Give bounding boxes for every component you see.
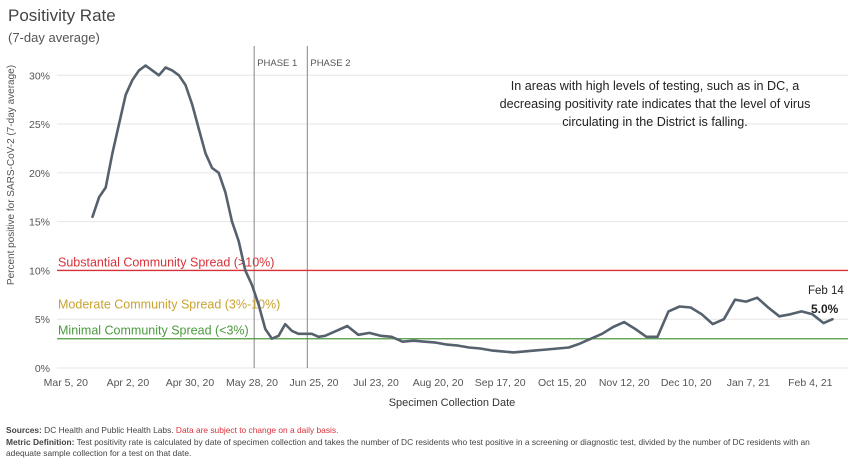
x-tick-label: Jan 7, 21 [727,377,770,389]
phase-label: PHASE 2 [310,58,350,69]
sources-label: Sources: [6,425,42,435]
x-tick-label: Nov 12, 20 [599,377,650,389]
chart-title: Positivity Rate [8,6,116,25]
x-tick-label: Oct 15, 20 [538,377,587,389]
metric-label: Metric Definition: [6,436,75,447]
sources-note: Data are subject to change on a daily ba… [175,425,339,435]
x-tick-label: Jul 23, 20 [353,377,399,389]
threshold-label: Substantial Community Spread (>10%) [58,255,274,269]
y-tick-label: 30% [29,70,50,82]
metric-text: Test positivity rate is calculated by da… [6,436,810,459]
end-label-date: Feb 14 [808,285,844,297]
y-tick-label: 15% [29,217,50,229]
x-tick-label: Sep 17, 20 [475,377,526,389]
chart-annotation: In areas with high levels of testing, su… [499,79,811,129]
x-tick-label: Apr 30, 20 [166,377,215,389]
x-tick-label: Mar 5, 20 [44,377,89,389]
end-label-value: 5.0% [811,302,839,316]
x-tick-label: May 28, 20 [226,377,278,389]
threshold-lines: Substantial Community Spread (>10%) Moder… [57,255,848,340]
x-axis-title: Specimen Collection Date [389,397,516,409]
sources-text: DC Health and Public Health Labs. [41,425,176,435]
threshold-label: Minimal Community Spread (<3%) [58,324,249,338]
y-tick-label: 10% [29,265,50,277]
y-axis-ticks: 0% 5% 10% 15% 20% 25% 30% [29,70,50,375]
x-tick-label: Jun 25, 20 [289,377,338,389]
positivity-chart: 0% 5% 10% 15% 20% 25% 30% Mar 5, 20 Apr 2, 20 Ap… [29,46,848,409]
y-tick-label: 0% [35,363,50,375]
x-axis-ticks: Mar 5, 20 Apr 2, 20 Apr 30, 20 May 28, 20 Ju… [44,377,833,389]
x-tick-label: Apr 2, 20 [107,377,150,389]
metric-definition: Metric Definition: Test positivity rate … [6,437,846,460]
y-tick-label: 5% [35,314,50,326]
x-tick-label: Dec 10, 20 [661,377,712,389]
phase-markers: PHASE 1 PHASE 2 [253,46,351,368]
threshold-label: Moderate Community Spread (3%-10%) [58,298,280,312]
x-tick-label: Feb 4, 21 [788,377,833,389]
y-tick-label: 20% [29,168,50,180]
y-tick-label: 25% [29,119,50,131]
phase-label: PHASE 1 [257,58,297,69]
sources-line: Sources: DC Health and Public Health Lab… [6,425,846,437]
x-tick-label: Aug 20, 20 [413,377,464,389]
footer: Sources: DC Health and Public Health Lab… [6,425,846,460]
series-line [91,64,834,354]
series-lines [91,64,834,354]
chart-subtitle: (7-day average) [8,30,100,45]
